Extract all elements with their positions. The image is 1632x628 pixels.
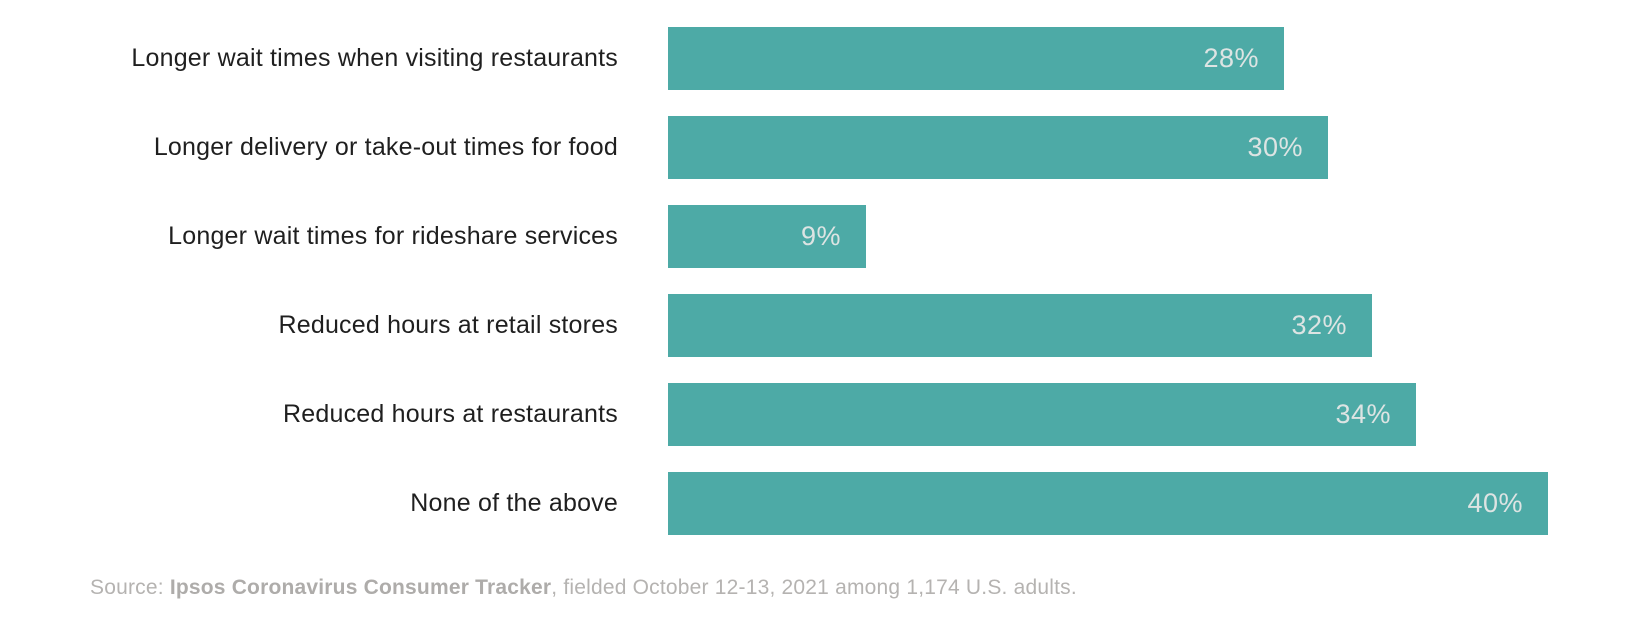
bar-track: 9% [668,205,1548,268]
bar: 28% [668,27,1284,90]
category-label: Reduced hours at restaurants [283,399,618,428]
value-label: 30% [1247,132,1303,162]
bar: 32% [668,294,1372,357]
chart-rows: Longer wait times when visiting restaura… [0,27,1632,561]
chart-row: Longer delivery or take-out times for fo… [0,116,1632,179]
bar-track: 34% [668,383,1548,446]
source-details: , fielded October 12-13, 2021 among 1,17… [551,576,1077,599]
source-note: Source: Ipsos Coronavirus Consumer Track… [90,576,1077,600]
bar: 34% [668,383,1416,446]
source-prefix: Source: [90,576,170,599]
category-label: Longer wait times for rideshare services [168,221,618,250]
value-label: 28% [1203,43,1259,73]
value-label: 9% [800,221,841,251]
category-label: Longer wait times when visiting restaura… [131,43,618,72]
chart-row: Longer wait times when visiting restaura… [0,27,1632,90]
category-label: Longer delivery or take-out times for fo… [153,132,618,161]
category-label: None of the above [410,488,618,517]
source-name: Ipsos Coronavirus Consumer Tracker [169,576,552,599]
value-label: 40% [1467,488,1523,518]
bar-track: 28% [668,27,1548,90]
bar: 30% [668,116,1328,179]
bar: 9% [668,205,866,268]
bar-track: 40% [668,472,1548,535]
category-label: Reduced hours at retail stores [278,310,618,339]
bar: 40% [668,472,1548,535]
chart-row: Reduced hours at restaurants 34% [0,383,1632,446]
chart-row: Reduced hours at retail stores 32% [0,294,1632,357]
bar-track: 30% [668,116,1548,179]
value-label: 32% [1291,310,1347,340]
value-label: 34% [1335,399,1391,429]
bar-track: 32% [668,294,1548,357]
chart-row: Longer wait times for rideshare services… [0,205,1632,268]
chart-row: None of the above 40% [0,472,1632,535]
